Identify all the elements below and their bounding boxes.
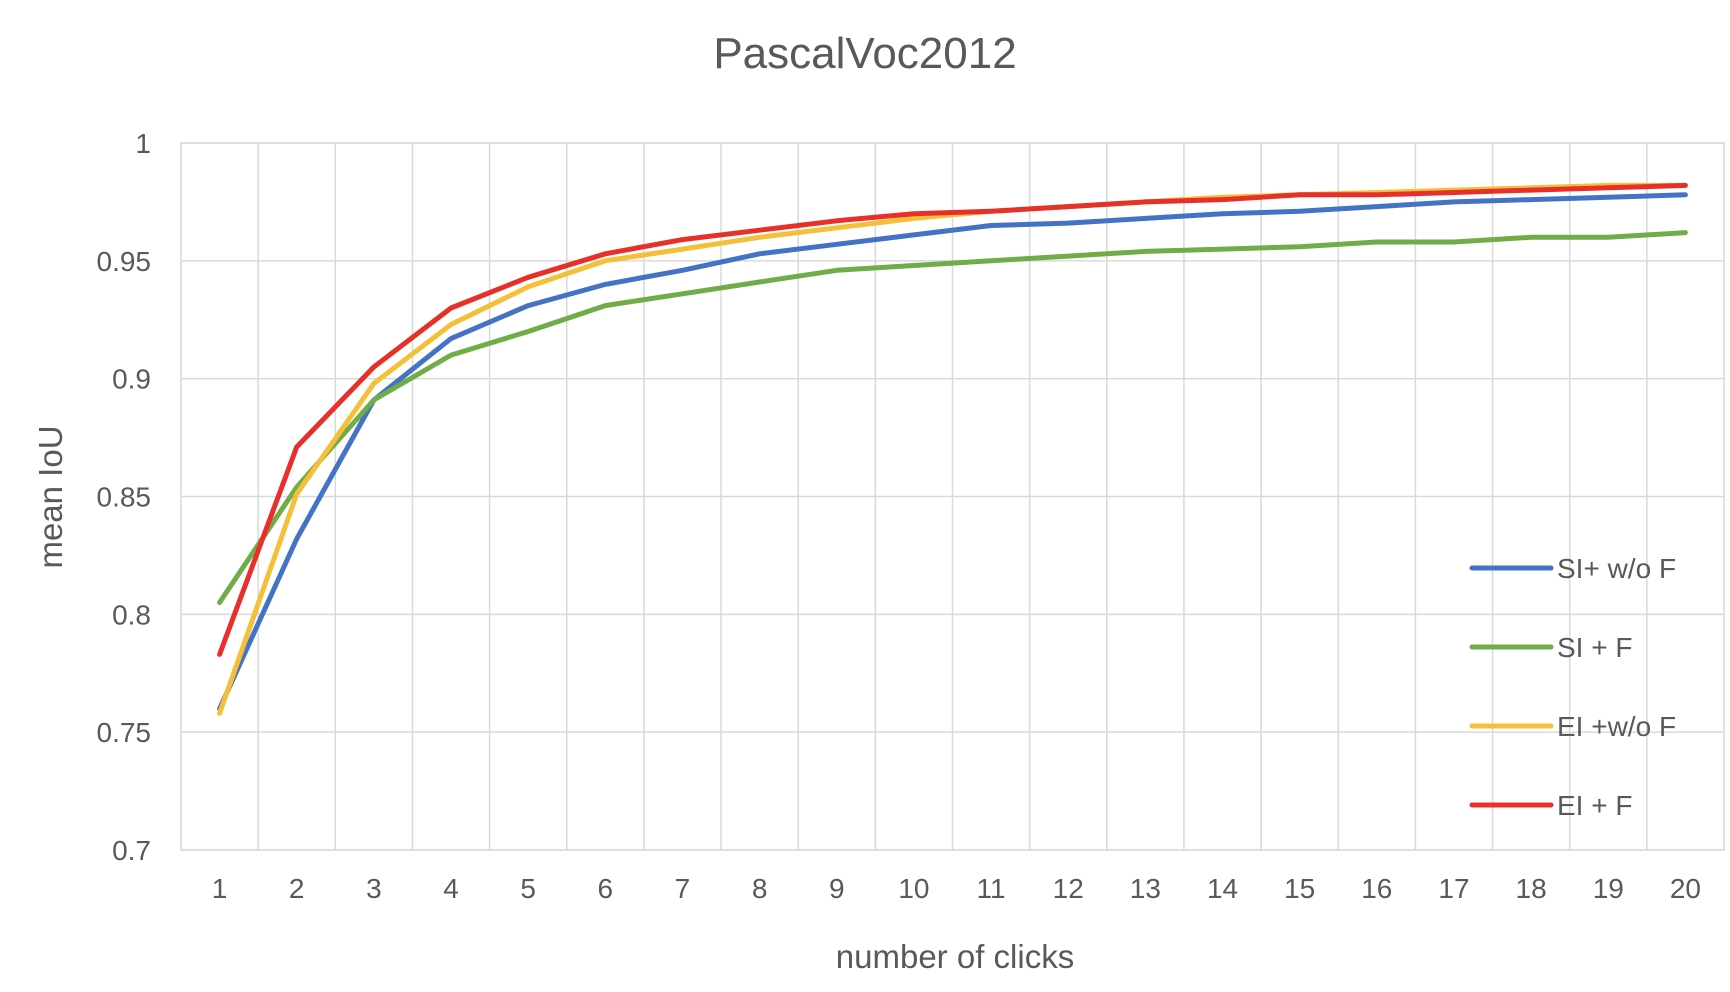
x-tick-label: 10 — [898, 873, 929, 904]
legend: SI+ w/o F SI + F EI +w/o F EI + F — [1469, 553, 1676, 821]
x-tick-label: 18 — [1516, 873, 1547, 904]
series-lines — [217, 182, 1688, 716]
x-tick-label: 2 — [289, 873, 305, 904]
x-tick-label: 12 — [1053, 873, 1084, 904]
x-tick-label: 13 — [1130, 873, 1161, 904]
x-tick-label: 17 — [1438, 873, 1469, 904]
legend-item: EI +w/o F — [1469, 711, 1676, 742]
legend-item: SI + F — [1469, 632, 1632, 663]
x-tick-label: 16 — [1361, 873, 1392, 904]
y-tick-label: 1 — [135, 128, 151, 159]
x-tick-label: 19 — [1593, 873, 1624, 904]
x-tick-label: 9 — [829, 873, 845, 904]
y-tick-label: 0.7 — [112, 835, 151, 866]
y-axis-title: mean IoU — [32, 425, 69, 568]
plot-area — [180, 142, 1725, 851]
x-tick-label: 4 — [443, 873, 459, 904]
x-axis-title: number of clicks — [836, 938, 1074, 975]
y-tick-label: 0.95 — [97, 246, 152, 277]
y-tick-label: 0.85 — [97, 482, 152, 513]
series-line — [217, 182, 1688, 657]
x-tick-label: 6 — [598, 873, 614, 904]
legend-label: SI+ w/o F — [1557, 553, 1676, 584]
x-tick-label: 8 — [752, 873, 768, 904]
legend-label: EI + F — [1557, 790, 1632, 821]
x-tick-label: 20 — [1670, 873, 1701, 904]
x-tick-label: 15 — [1284, 873, 1315, 904]
y-tick-label: 0.75 — [97, 717, 152, 748]
legend-item: SI+ w/o F — [1469, 553, 1676, 584]
y-tick-label: 0.8 — [112, 599, 151, 630]
x-tick-label: 7 — [675, 873, 691, 904]
x-axis-ticks: 1 2 3 4 5 6 7 8 9 10 11 12 13 14 15 16 17 18 19 20 — [212, 873, 1701, 904]
x-tick-label: 3 — [366, 873, 382, 904]
series-line — [217, 192, 1688, 712]
x-tick-label: 1 — [212, 873, 228, 904]
legend-label: EI +w/o F — [1557, 711, 1676, 742]
x-tick-label: 14 — [1207, 873, 1238, 904]
series-line — [217, 230, 1688, 605]
legend-item: EI + F — [1469, 790, 1632, 821]
y-axis-ticks: 0.7 0.75 0.8 0.85 0.9 0.95 1 — [97, 128, 152, 866]
chart-title: PascalVoc2012 — [713, 29, 1016, 78]
x-tick-label: 5 — [520, 873, 536, 904]
y-tick-label: 0.9 — [112, 364, 151, 395]
gridlines — [181, 142, 1724, 851]
x-tick-label: 11 — [977, 873, 1006, 904]
legend-label: SI + F — [1557, 632, 1632, 663]
